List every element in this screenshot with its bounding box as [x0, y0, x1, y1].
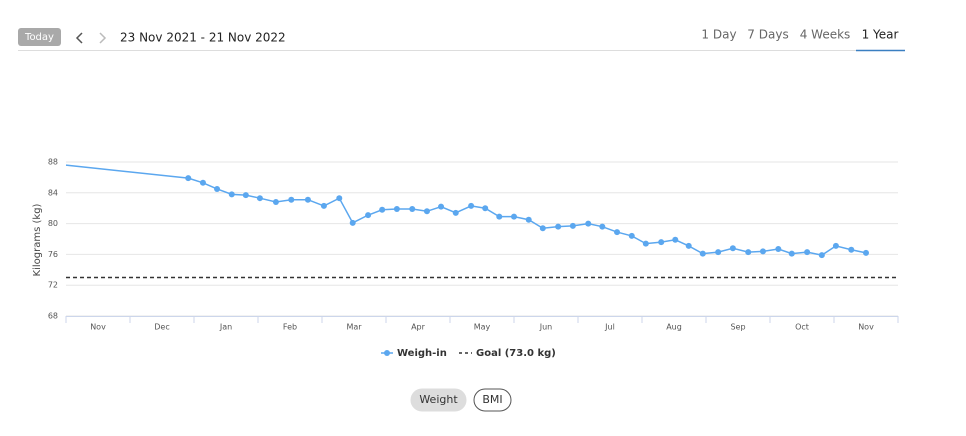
- weigh-in-point: [304, 196, 311, 203]
- x-tick-label: Jun: [539, 323, 553, 332]
- x-tick-label: Oct: [795, 323, 809, 332]
- y-tick-label: 80: [48, 219, 58, 228]
- toggle-button[interactable]: [473, 388, 512, 412]
- weigh-in-point: [468, 202, 475, 209]
- weigh-in-point: [672, 236, 679, 243]
- weigh-in-point: [349, 219, 356, 226]
- x-tick-label: Jul: [604, 323, 615, 332]
- weigh-in-point: [393, 205, 400, 212]
- weigh-in-point: [715, 249, 722, 256]
- weigh-in-point: [336, 195, 343, 202]
- toggle-label: Weight: [419, 393, 458, 406]
- weigh-in-point: [642, 240, 649, 247]
- legend-label: Weigh-in: [397, 348, 447, 359]
- weigh-in-point: [804, 249, 811, 256]
- weigh-in-point: [745, 249, 752, 256]
- weigh-in-point: [628, 232, 635, 239]
- x-tick-label: Mar: [346, 323, 362, 332]
- weigh-in-point: [569, 222, 576, 229]
- weigh-in-point: [818, 252, 825, 259]
- weigh-in-point: [199, 179, 206, 186]
- x-tick-label: Feb: [283, 323, 297, 332]
- weigh-in-point: [539, 225, 546, 232]
- weigh-in-point: [699, 250, 706, 257]
- y-tick-label: 68: [48, 312, 58, 321]
- weigh-in-point: [496, 213, 503, 220]
- weigh-in-point: [409, 205, 416, 212]
- weigh-in-point: [185, 175, 192, 182]
- weigh-in-point: [759, 248, 766, 255]
- y-tick-label: 76: [48, 250, 58, 259]
- y-tick-label: 72: [48, 281, 58, 290]
- weigh-in-point: [788, 250, 795, 257]
- weigh-in-point: [365, 212, 372, 219]
- tab[interactable]: 4 Weeks: [800, 28, 851, 42]
- weigh-in-point: [272, 199, 279, 206]
- weigh-in-point: [256, 195, 263, 202]
- weigh-in-point: [863, 249, 869, 256]
- weigh-in-point: [214, 185, 221, 192]
- x-tick-label: Nov: [858, 323, 874, 332]
- weigh-in-point: [288, 196, 295, 203]
- weigh-in-point: [452, 209, 459, 216]
- y-axis-label: Kilograms (kg): [32, 203, 43, 276]
- y-tick-label: 84: [48, 188, 58, 197]
- weigh-in-point: [438, 203, 445, 210]
- date-range: 23 Nov 2021 - 21 Nov 2022: [120, 31, 286, 45]
- x-tick-label: Nov: [90, 323, 106, 332]
- legend-label: Goal (73.0 kg): [476, 348, 556, 359]
- tab[interactable]: 7 Days: [747, 28, 788, 42]
- weigh-in-point: [482, 205, 489, 212]
- x-tick-label: Apr: [411, 323, 426, 332]
- next-arrow[interactable]: [99, 32, 107, 44]
- toggle-label: BMI: [482, 393, 502, 406]
- weigh-in-point: [729, 245, 736, 252]
- weigh-in-point: [585, 220, 592, 227]
- tab[interactable]: 1 Year: [862, 28, 899, 42]
- x-tick-label: Jan: [219, 323, 232, 332]
- x-tick-label: Sep: [730, 323, 745, 332]
- weigh-in-point: [320, 202, 327, 209]
- weigh-in-point: [775, 246, 782, 253]
- legend-dot: [384, 350, 390, 356]
- tab[interactable]: 1 Day: [701, 28, 736, 42]
- weigh-in-point: [242, 192, 249, 199]
- today-label: Today: [24, 32, 54, 43]
- prev-arrow[interactable]: [75, 32, 83, 44]
- weigh-in-point: [228, 191, 235, 198]
- today-button[interactable]: [18, 28, 61, 46]
- weigh-in-point: [832, 242, 839, 249]
- weigh-in-point: [379, 206, 386, 213]
- weigh-in-point: [525, 216, 532, 223]
- toggle-button[interactable]: [410, 388, 467, 412]
- x-tick-label: May: [474, 323, 491, 332]
- weigh-in-point: [848, 246, 855, 253]
- weigh-in-point: [599, 223, 606, 230]
- weigh-in-point: [423, 208, 430, 215]
- weigh-in-point: [511, 213, 517, 220]
- weigh-in-point: [685, 242, 692, 249]
- weigh-in-point: [658, 239, 665, 246]
- x-tick-label: Dec: [154, 323, 169, 332]
- weigh-in-point: [555, 223, 562, 230]
- weigh-in-point: [614, 229, 621, 236]
- y-tick-label: 88: [48, 158, 58, 167]
- x-tick-label: Aug: [666, 323, 682, 332]
